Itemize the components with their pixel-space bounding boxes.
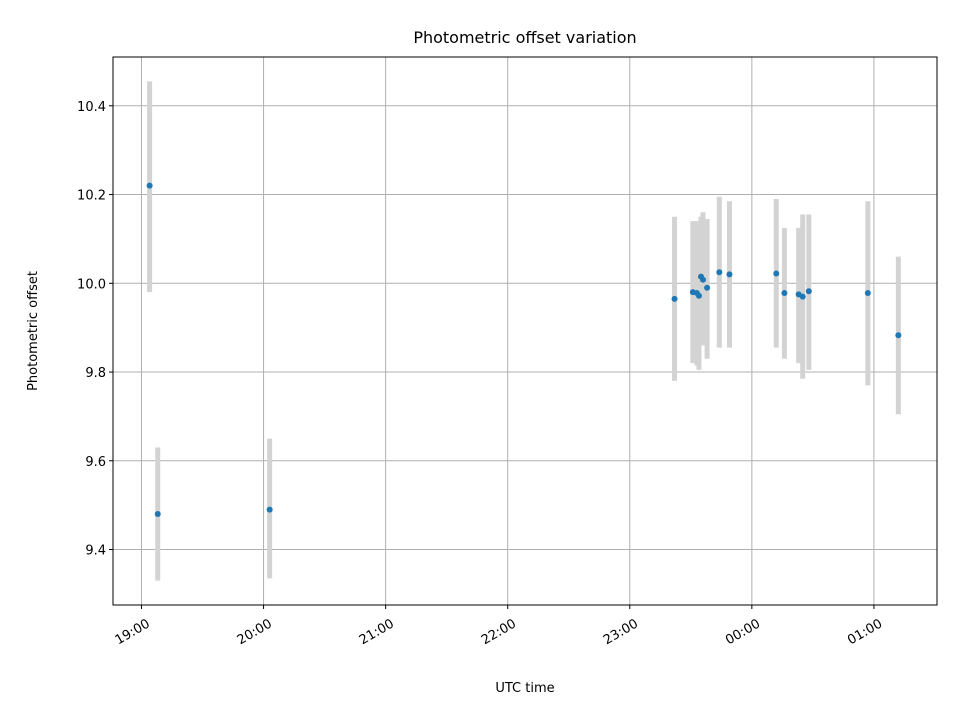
- grid: [113, 57, 937, 605]
- data-point: [726, 271, 733, 278]
- data-point: [704, 284, 711, 291]
- data-point: [799, 293, 806, 300]
- data-point: [864, 290, 871, 297]
- y-tick-label: 10.4: [77, 100, 106, 115]
- y-tick-label: 9.4: [85, 544, 106, 559]
- data-point: [266, 506, 273, 513]
- data-points: [146, 182, 902, 518]
- plot-frame: [112, 56, 938, 606]
- y-tick-label: 9.8: [85, 366, 106, 381]
- data-point: [773, 270, 780, 277]
- y-tick-label: 10.0: [77, 277, 106, 292]
- data-point: [716, 269, 723, 276]
- data-point: [154, 511, 161, 518]
- data-point: [805, 288, 812, 295]
- x-axis-label: UTC time: [495, 681, 554, 696]
- y-tick-label: 10.2: [77, 189, 106, 204]
- data-point: [671, 295, 678, 302]
- y-axis-label: Photometric offset: [26, 271, 41, 391]
- y-tick-label: 9.6: [85, 455, 106, 470]
- data-point: [781, 290, 788, 297]
- data-point: [695, 292, 702, 299]
- chart-title: Photometric offset variation: [413, 28, 636, 47]
- data-point: [146, 182, 153, 189]
- data-point: [700, 276, 707, 283]
- data-point: [895, 332, 902, 339]
